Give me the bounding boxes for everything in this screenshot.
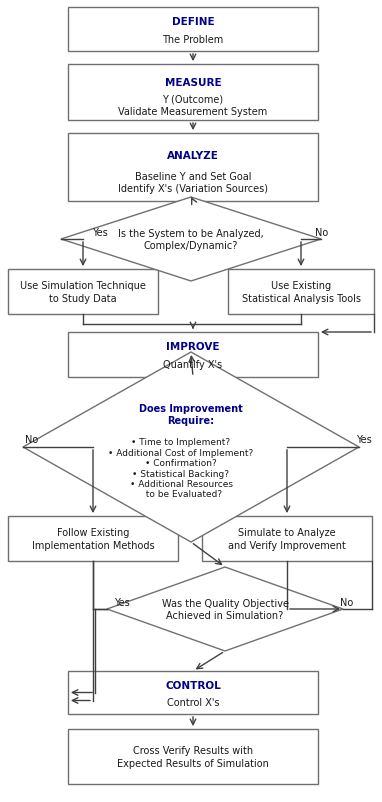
Text: Control X's: Control X's [167,697,219,707]
Text: Yes: Yes [92,228,108,237]
Text: Simulate to Analyze
and Verify Improvement: Simulate to Analyze and Verify Improveme… [228,528,346,550]
FancyBboxPatch shape [68,333,318,378]
Text: Baseline Y and Set Goal
Identify X's (Variation Sources): Baseline Y and Set Goal Identify X's (Va… [118,172,268,194]
Text: ANALYZE: ANALYZE [167,151,219,160]
Text: Yes: Yes [114,597,130,607]
Text: No: No [315,228,328,237]
Text: Follow Existing
Implementation Methods: Follow Existing Implementation Methods [32,528,154,550]
Text: • Time to Implement?
• Additional Cost of Implement?
• Confirmation?
• Statistic: • Time to Implement? • Additional Cost o… [108,438,254,499]
Text: Quantify X's: Quantify X's [163,360,223,370]
FancyBboxPatch shape [68,134,318,202]
Text: No: No [340,597,353,607]
FancyBboxPatch shape [68,729,318,784]
Text: Yes: Yes [356,435,372,444]
FancyBboxPatch shape [8,269,158,314]
Text: Does Improvement
Require:: Does Improvement Require: [139,403,243,425]
Text: No: No [25,435,38,444]
Text: The Problem: The Problem [162,34,223,45]
Text: Y (Outcome)
Validate Measurement System: Y (Outcome) Validate Measurement System [118,94,268,116]
FancyBboxPatch shape [8,516,178,561]
FancyBboxPatch shape [228,269,374,314]
Text: IMPROVE: IMPROVE [166,342,220,352]
Text: CONTROL: CONTROL [165,680,221,690]
Text: Use Simulation Technique
to Study Data: Use Simulation Technique to Study Data [20,281,146,303]
Text: Cross Verify Results with
Expected Results of Simulation: Cross Verify Results with Expected Resul… [117,745,269,768]
Text: Use Existing
Statistical Analysis Tools: Use Existing Statistical Analysis Tools [241,281,361,303]
FancyBboxPatch shape [202,516,372,561]
Text: MEASURE: MEASURE [165,78,221,87]
FancyBboxPatch shape [68,8,318,52]
Text: DEFINE: DEFINE [172,17,214,27]
Text: Was the Quality Objective
Achieved in Simulation?: Was the Quality Objective Achieved in Si… [162,598,288,621]
FancyBboxPatch shape [68,65,318,121]
Polygon shape [107,567,343,651]
Polygon shape [61,198,321,282]
Text: Is the System to be Analyzed,
Complex/Dynamic?: Is the System to be Analyzed, Complex/Dy… [118,229,264,251]
Polygon shape [23,353,359,542]
FancyBboxPatch shape [68,671,318,714]
